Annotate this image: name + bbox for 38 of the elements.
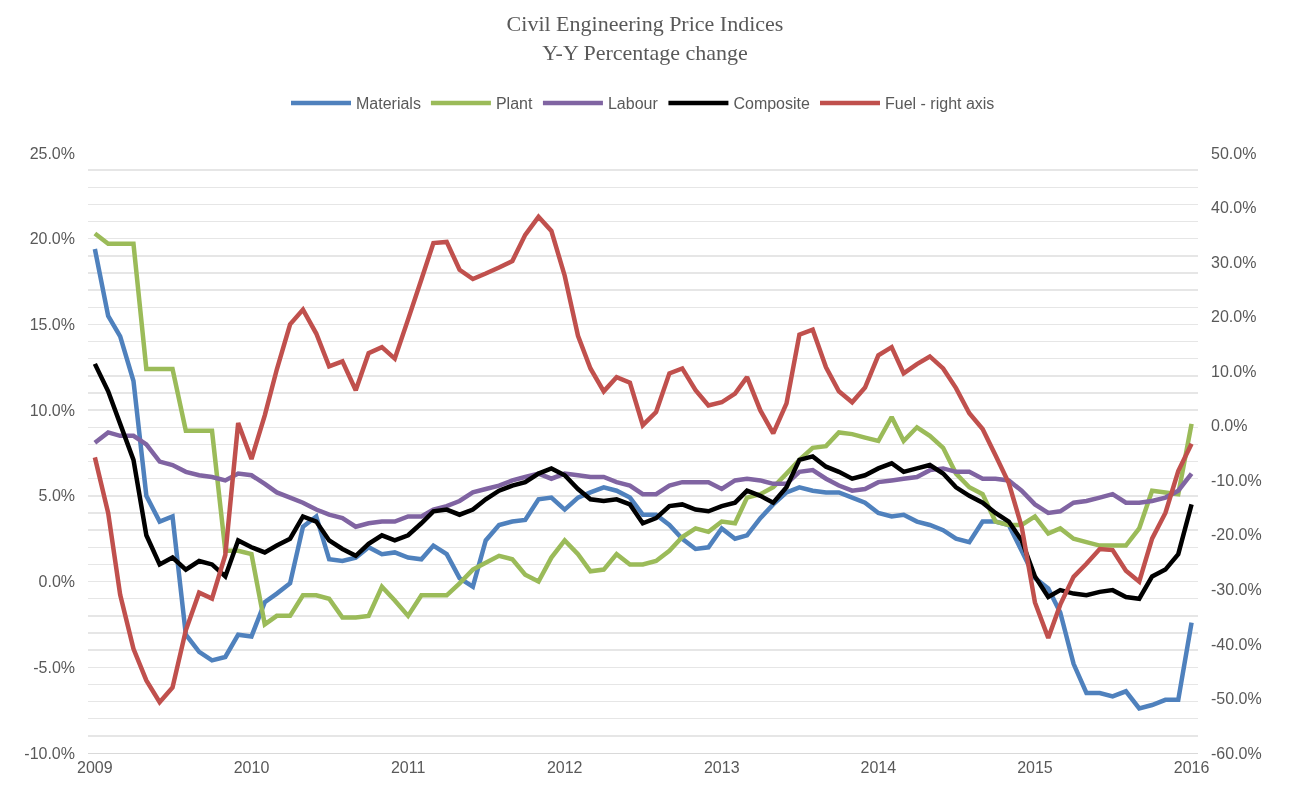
y2-tick-label: -30.0% bbox=[1211, 580, 1262, 598]
legend-label: Plant bbox=[495, 95, 533, 113]
y2-tick-label: 20.0% bbox=[1211, 308, 1257, 326]
x-tick-label: 2016 bbox=[1173, 759, 1210, 777]
y-tick-label: 25.0% bbox=[29, 144, 75, 162]
legend-label: Composite bbox=[733, 95, 810, 113]
x-tick-label: 2012 bbox=[546, 759, 583, 777]
y-tick-label: -5.0% bbox=[33, 658, 75, 676]
x-tick-label: 2015 bbox=[1017, 759, 1053, 777]
y2-tick-label: 10.0% bbox=[1211, 362, 1257, 380]
x-tick-label: 2010 bbox=[233, 759, 270, 777]
x-tick-label: 2014 bbox=[860, 759, 897, 777]
y2-tick-label: -50.0% bbox=[1211, 690, 1262, 708]
y2-tick-label: 30.0% bbox=[1211, 253, 1257, 271]
y-tick-label: 0.0% bbox=[38, 573, 75, 591]
y2-tick-label: -60.0% bbox=[1211, 744, 1262, 762]
y-tick-label: 5.0% bbox=[38, 487, 75, 505]
y2-tick-label: -20.0% bbox=[1211, 526, 1262, 544]
line-series bbox=[92, 361, 1194, 601]
x-tick-label: 2013 bbox=[703, 759, 740, 777]
y2-tick-label: -10.0% bbox=[1211, 471, 1262, 489]
y2-tick-label: -40.0% bbox=[1211, 635, 1262, 653]
legend-label: Fuel - right axis bbox=[885, 95, 995, 113]
chart-title: Civil Engineering Price Indices bbox=[506, 11, 784, 37]
x-tick-label: 2009 bbox=[77, 759, 113, 777]
y-tick-label: 15.0% bbox=[29, 316, 75, 334]
y2-tick-label: 50.0% bbox=[1211, 144, 1257, 162]
line-series bbox=[92, 430, 1194, 529]
y2-tick-label: 40.0% bbox=[1211, 199, 1257, 217]
y2-tick-label: 0.0% bbox=[1211, 417, 1248, 435]
y-tick-label: 20.0% bbox=[29, 230, 75, 248]
legend-label: Labour bbox=[607, 95, 659, 113]
legend-label: Materials bbox=[356, 95, 421, 113]
chart-subtitle: Y-Y Percentage change bbox=[542, 40, 748, 66]
x-tick-label: 2011 bbox=[390, 759, 426, 777]
line-series bbox=[92, 231, 1194, 627]
y-tick-label: -10.0% bbox=[24, 744, 75, 762]
y-tick-label: 10.0% bbox=[29, 401, 75, 419]
